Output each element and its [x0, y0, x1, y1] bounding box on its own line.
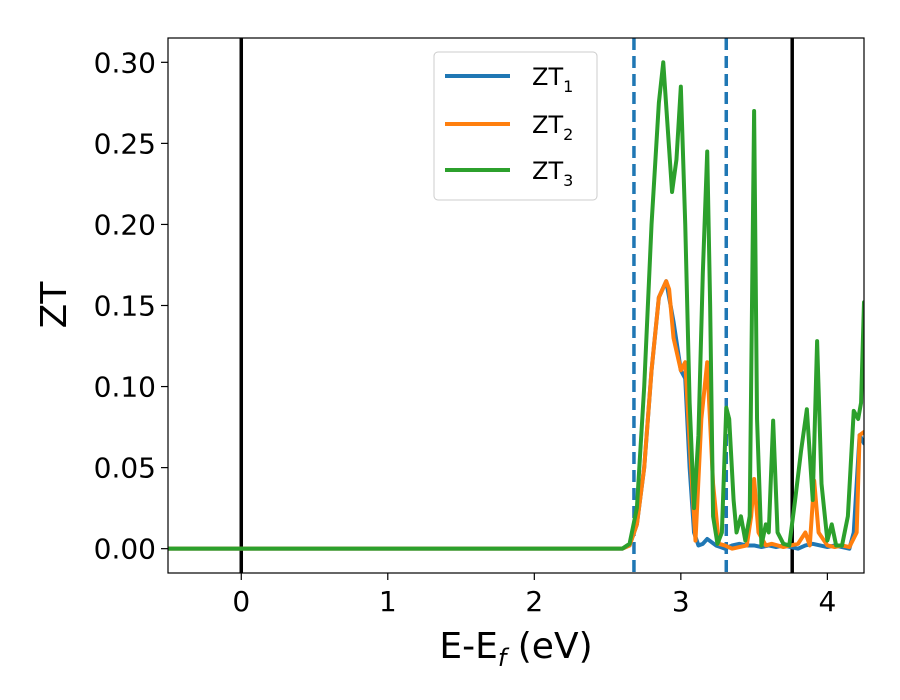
y-tick-label: 0.20	[94, 208, 156, 241]
series-layer	[168, 60, 864, 551]
legend-label-zt1: ZT1	[532, 63, 573, 96]
x-tick-label: 2	[525, 585, 543, 618]
series-line-zt2	[168, 279, 864, 551]
y-axis-title: ZT	[34, 281, 75, 329]
reference-lines	[239, 38, 794, 573]
x-axis-ticks: 0 1 2 3 4	[232, 573, 836, 618]
y-tick-label: 0.30	[94, 46, 156, 79]
legend: ZT1 ZT2 ZT3	[433, 51, 598, 201]
x-tick-label: 4	[818, 585, 836, 618]
x-axis-title-unit: (eV)	[506, 626, 592, 667]
x-tick-label: 0	[232, 585, 250, 618]
y-tick-label: 0.15	[94, 290, 156, 323]
x-tick-label: 1	[379, 585, 397, 618]
legend-label-zt3: ZT3	[532, 157, 573, 190]
x-axis-title-main: E-E	[439, 626, 497, 667]
y-tick-label: 0.10	[94, 371, 156, 404]
y-tick-label: 0.05	[94, 452, 156, 485]
y-axis-ticks: 0.00 0.05 0.10 0.15 0.20 0.25 0.30	[94, 46, 168, 566]
x-axis-title: E-Ef (eV)	[439, 626, 592, 672]
series-line-zt3	[168, 60, 864, 551]
x-tick-label: 3	[672, 585, 690, 618]
legend-label-zt2: ZT2	[532, 111, 573, 144]
y-tick-label: 0.25	[94, 127, 156, 160]
legend-box	[433, 51, 598, 201]
y-tick-label: 0.00	[94, 533, 156, 566]
